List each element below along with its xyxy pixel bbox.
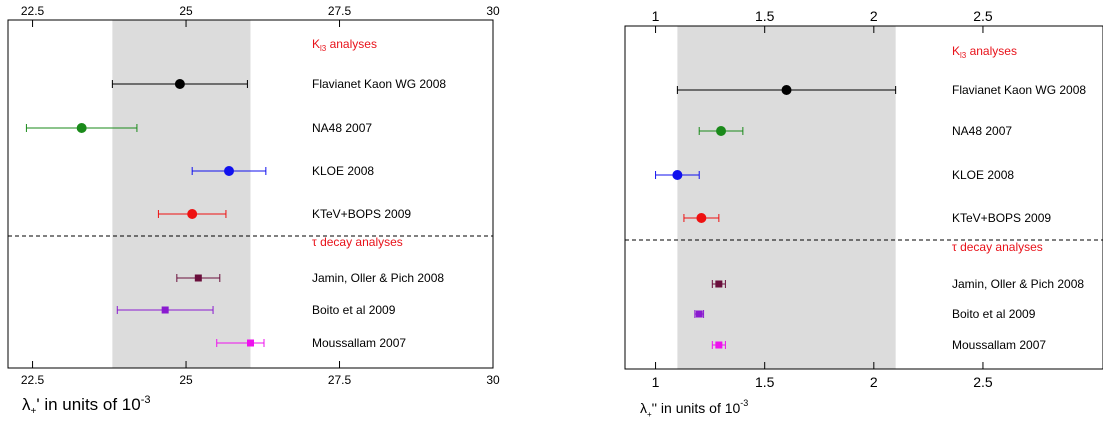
series-label: KLOE 2008 — [952, 168, 1014, 182]
data-point — [224, 166, 235, 176]
series-label: Boito et al 2009 — [312, 303, 396, 317]
series-label: Jamin, Oller & Pich 2008 — [312, 271, 444, 285]
series-label: KTeV+BOPS 2009 — [952, 211, 1051, 225]
section-header-main: τ decay analyses — [952, 240, 1043, 254]
series-label: KTeV+BOPS 2009 — [312, 207, 411, 221]
data-point — [715, 341, 723, 349]
tick-label-top: 1.5 — [755, 8, 775, 24]
tick-label-top: 2.5 — [973, 8, 993, 24]
series-label: Flavianet Kaon WG 2008 — [312, 77, 446, 91]
axis-label-main: λ — [22, 395, 31, 414]
series-label: Moussallam 2007 — [952, 338, 1046, 352]
section-header-main: K — [312, 37, 320, 51]
data-point — [672, 170, 683, 180]
series-label: Moussallam 2007 — [312, 336, 406, 350]
data-point — [247, 339, 254, 347]
series-label: NA48 2007 — [312, 121, 372, 135]
tick-label-bottom: 27.5 — [328, 373, 352, 387]
data-point — [715, 280, 723, 288]
axis-label-tail: ' in units of 10 — [36, 395, 140, 414]
section-header-sub: l3 — [960, 51, 967, 60]
data-point — [161, 306, 169, 314]
tick-label-top: 25 — [179, 4, 193, 18]
tick-label-bottom: 1 — [652, 374, 660, 390]
section-header: Kl3 analyses — [952, 44, 1017, 60]
tick-label-top: 2 — [870, 8, 878, 24]
x-axis-label: λ+' in units of 10-3 — [22, 394, 151, 417]
data-point — [716, 126, 727, 136]
axis-label-tail: '' in units of 10 — [652, 400, 741, 416]
plot-frame — [624, 25, 1103, 370]
data-point — [696, 213, 707, 223]
tick-label-top: 27.5 — [328, 4, 352, 18]
panel-lambda-double-prime: 1 1 1.5 1.5 2 2 2.5 2.5 Kl3 analyses τ decay anal… — [624, 8, 1103, 419]
tick-label-bottom: 2.5 — [973, 374, 993, 390]
section-header: τ decay analyses — [952, 240, 1043, 254]
series-label: Flavianet Kaon WG 2008 — [952, 83, 1086, 97]
axis-label-exp: -3 — [141, 394, 151, 406]
tick-label-bottom: 22.5 — [21, 373, 45, 387]
axis-label-main: λ — [640, 400, 647, 416]
series-label: Boito et al 2009 — [952, 307, 1036, 321]
section-header-main: K — [952, 44, 960, 58]
series-label: Jamin, Oller & Pich 2008 — [952, 277, 1084, 291]
data-point — [187, 209, 198, 219]
series-label: NA48 2007 — [952, 124, 1012, 138]
plot-frame — [7, 19, 494, 369]
data-point — [194, 274, 202, 282]
tick-label-bottom: 1.5 — [755, 374, 775, 390]
axis-label-exp: -3 — [740, 398, 748, 408]
axis-label-sub: + — [31, 406, 37, 417]
tick-label-bottom: 25 — [179, 373, 193, 387]
data-point — [76, 123, 87, 133]
tick-label-top: 30 — [486, 4, 500, 18]
average-band — [677, 26, 896, 369]
tick-label-top: 22.5 — [21, 4, 45, 18]
series-label: KLOE 2008 — [312, 164, 374, 178]
panel-lambda-prime: 22.5 22.5 25 25 27.5 27.5 30 30 Kl3 analyses τ de… — [7, 4, 500, 417]
section-header-main: τ decay analyses — [312, 235, 403, 249]
section-header-sub: l3 — [320, 44, 327, 53]
average-band — [112, 20, 251, 368]
x-axis-label: λ+'' in units of 10-3 — [640, 398, 748, 419]
tick-label-bottom: 30 — [486, 373, 500, 387]
section-header-tail: analyses — [966, 44, 1017, 58]
tick-label-bottom: 2 — [870, 374, 878, 390]
section-header-tail: analyses — [326, 37, 377, 51]
section-header: Kl3 analyses — [312, 37, 377, 53]
data-point — [695, 310, 703, 318]
tick-label-top: 1 — [652, 8, 660, 24]
data-point — [174, 79, 185, 89]
section-header: τ decay analyses — [312, 235, 403, 249]
axis-label-sub: + — [647, 410, 652, 419]
data-point — [781, 85, 792, 95]
